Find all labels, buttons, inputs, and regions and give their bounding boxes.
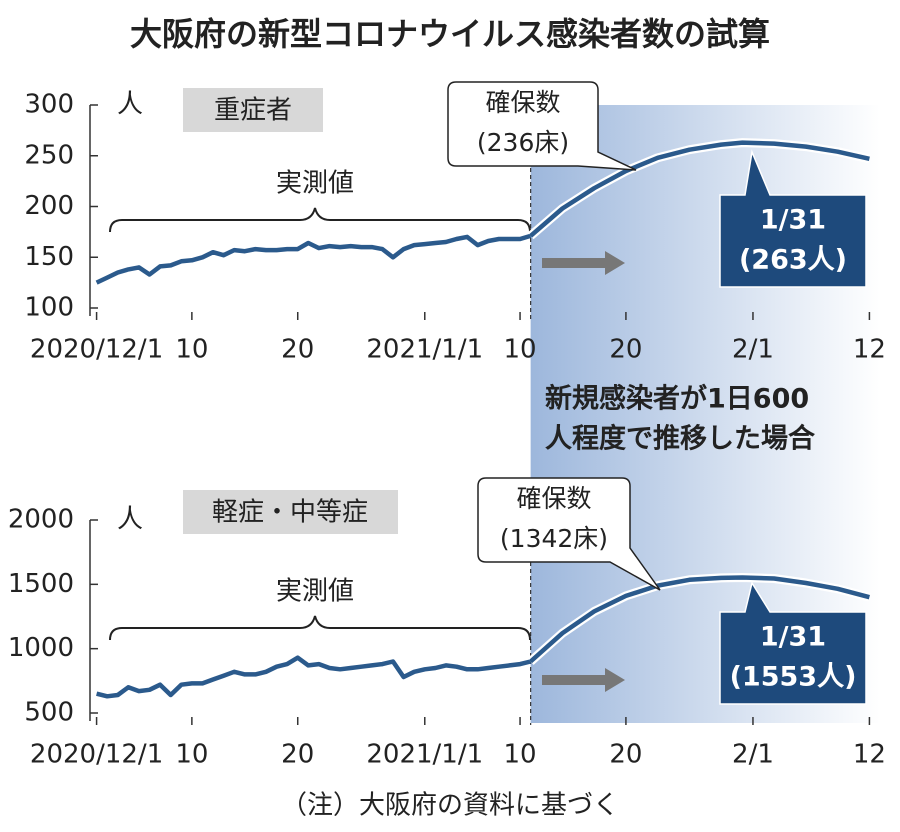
series-label-box (183, 490, 398, 534)
x-tick-label: 2020/12/1 (30, 335, 163, 365)
peak-label: (263人) (739, 245, 847, 276)
line (95, 233, 532, 285)
capacity-label: (1342床) (500, 524, 608, 553)
chart-title: 大阪府の新型コロナウイルス感染者数の試算 (130, 15, 770, 53)
x-tick-label: 12 (853, 335, 886, 365)
peak-callout (719, 149, 867, 288)
peak-label: 1/31 (760, 205, 826, 236)
y-unit: 人 (117, 90, 143, 120)
x-tick-label: 20 (281, 740, 314, 770)
bracket-label: 実測値 (276, 169, 354, 199)
bracket (109, 615, 531, 641)
y-tick-label: 100 (24, 293, 74, 323)
bracket-label: 実測値 (276, 577, 354, 607)
peak-callout (719, 581, 867, 705)
peak-label: (1553人) (730, 662, 857, 693)
arrow (542, 668, 625, 692)
x-tick-label: 2021/1/1 (366, 740, 483, 770)
x-tick-label: 10 (175, 335, 208, 365)
x-tick-label: 20 (609, 335, 642, 365)
scenario-text: 人程度で推移した場合 (545, 423, 815, 455)
line (529, 575, 870, 664)
capacity-label: 確保数 (516, 484, 591, 513)
capacity-label: 確保数 (485, 88, 560, 117)
capacity-label: (236床) (477, 128, 569, 157)
series-label: 軽症・中等症 (212, 498, 368, 528)
x-tick-label: 12 (853, 740, 886, 770)
scenario-text: 新規感染者が1日600 (545, 383, 809, 415)
y-tick-label: 300 (24, 90, 74, 120)
bracket (109, 207, 531, 233)
series-label: 重症者 (214, 96, 292, 126)
y-tick-label: 150 (24, 242, 74, 272)
line (96, 655, 532, 699)
y-tick-label: 200 (24, 191, 74, 221)
y-tick-label: 500 (24, 698, 74, 728)
capacity-callout (477, 477, 661, 591)
x-tick-label: 10 (504, 335, 537, 365)
y-tick-label: 1500 (8, 569, 74, 599)
x-tick-label: 2/1 (732, 335, 774, 365)
x-tick-label: 10 (175, 740, 208, 770)
x-tick-label: 20 (281, 335, 314, 365)
x-tick-label: 2/1 (732, 740, 774, 770)
peak-label: 1/31 (760, 622, 826, 653)
y-unit: 人 (117, 505, 143, 535)
y-tick-label: 1000 (8, 633, 74, 663)
y-tick-label: 250 (24, 140, 74, 170)
x-tick-label: 2020/12/1 (30, 740, 163, 770)
y-tick-label: 2000 (8, 505, 74, 535)
x-tick-label: 10 (504, 740, 537, 770)
series-label-box (183, 88, 323, 132)
x-tick-label: 2021/1/1 (366, 335, 483, 365)
x-tick-label: 20 (609, 740, 642, 770)
note: （注）大阪府の資料に基づく (281, 791, 619, 821)
arrow (542, 251, 625, 275)
line (529, 140, 870, 238)
capacity-callout (447, 81, 637, 171)
